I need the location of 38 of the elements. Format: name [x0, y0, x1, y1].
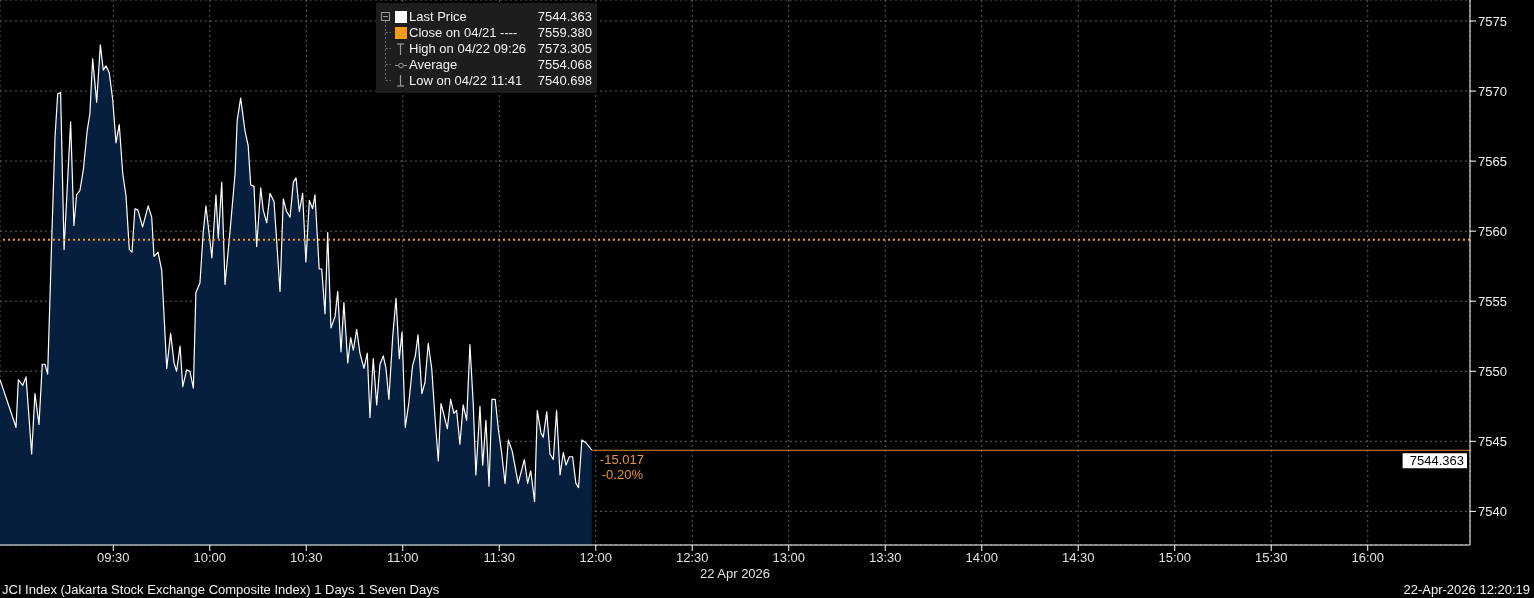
- x-tick-label: 13:30: [868, 550, 902, 566]
- annotation: 7544.363: [537, 9, 592, 25]
- annotation: 7554.068: [537, 57, 592, 73]
- x-tick-label: 10:30: [290, 550, 323, 566]
- x-tick-label: 09:30: [97, 550, 130, 566]
- y-tick-label: 7575: [1478, 13, 1507, 29]
- annotation: 7573.305: [537, 41, 592, 57]
- y-tick-label: 7545: [1478, 433, 1507, 449]
- y-tick-label: 7570: [1478, 83, 1507, 99]
- y-tick-label: 7540: [1478, 503, 1507, 519]
- x-tick-label: 11:00: [386, 550, 419, 566]
- x-tick-label: 12:00: [579, 550, 613, 566]
- x-axis-title: 22 Apr 2026: [699, 566, 771, 581]
- annotation: 7540.698: [537, 73, 592, 89]
- y-tick-label: 7555: [1478, 293, 1507, 309]
- x-tick-label: 10:00: [193, 550, 227, 566]
- x-tick-label: 11:30: [483, 550, 516, 566]
- y-tick-label: 7550: [1478, 363, 1507, 379]
- text: 22-Apr-2026 12:20:19: [1403, 582, 1530, 597]
- annotation: Average: [409, 57, 458, 73]
- y-tick-label: 7565: [1478, 153, 1507, 169]
- annotation: Low on 04/22 11:41: [409, 73, 523, 89]
- annotation: 7559.380: [537, 25, 592, 41]
- legend-label: Last Price: [409, 9, 467, 25]
- x-tick-label: 16:00: [1351, 550, 1384, 566]
- annotation: -0.20%: [601, 467, 644, 483]
- x-tick-label: 15:00: [1158, 550, 1191, 566]
- x-tick-label: 15:30: [1254, 550, 1288, 566]
- x-tick-label: 14:00: [965, 550, 999, 566]
- x-tick-label: 13:00: [772, 550, 806, 566]
- text: JCI Index (Jakarta Stock Exchange Composite Index) 1 Days 1 Seven Days: [2, 582, 440, 597]
- annotation: 7544.363: [1409, 453, 1464, 469]
- legend-label: Close on 04/21 ----: [409, 25, 518, 41]
- y-tick-label: 7560: [1478, 223, 1507, 239]
- annotation: -15.017: [599, 452, 644, 468]
- annotation: High on 04/22 09:26: [409, 41, 527, 57]
- x-tick-label: 12:30: [675, 550, 709, 566]
- x-tick-label: 14:30: [1061, 550, 1095, 566]
